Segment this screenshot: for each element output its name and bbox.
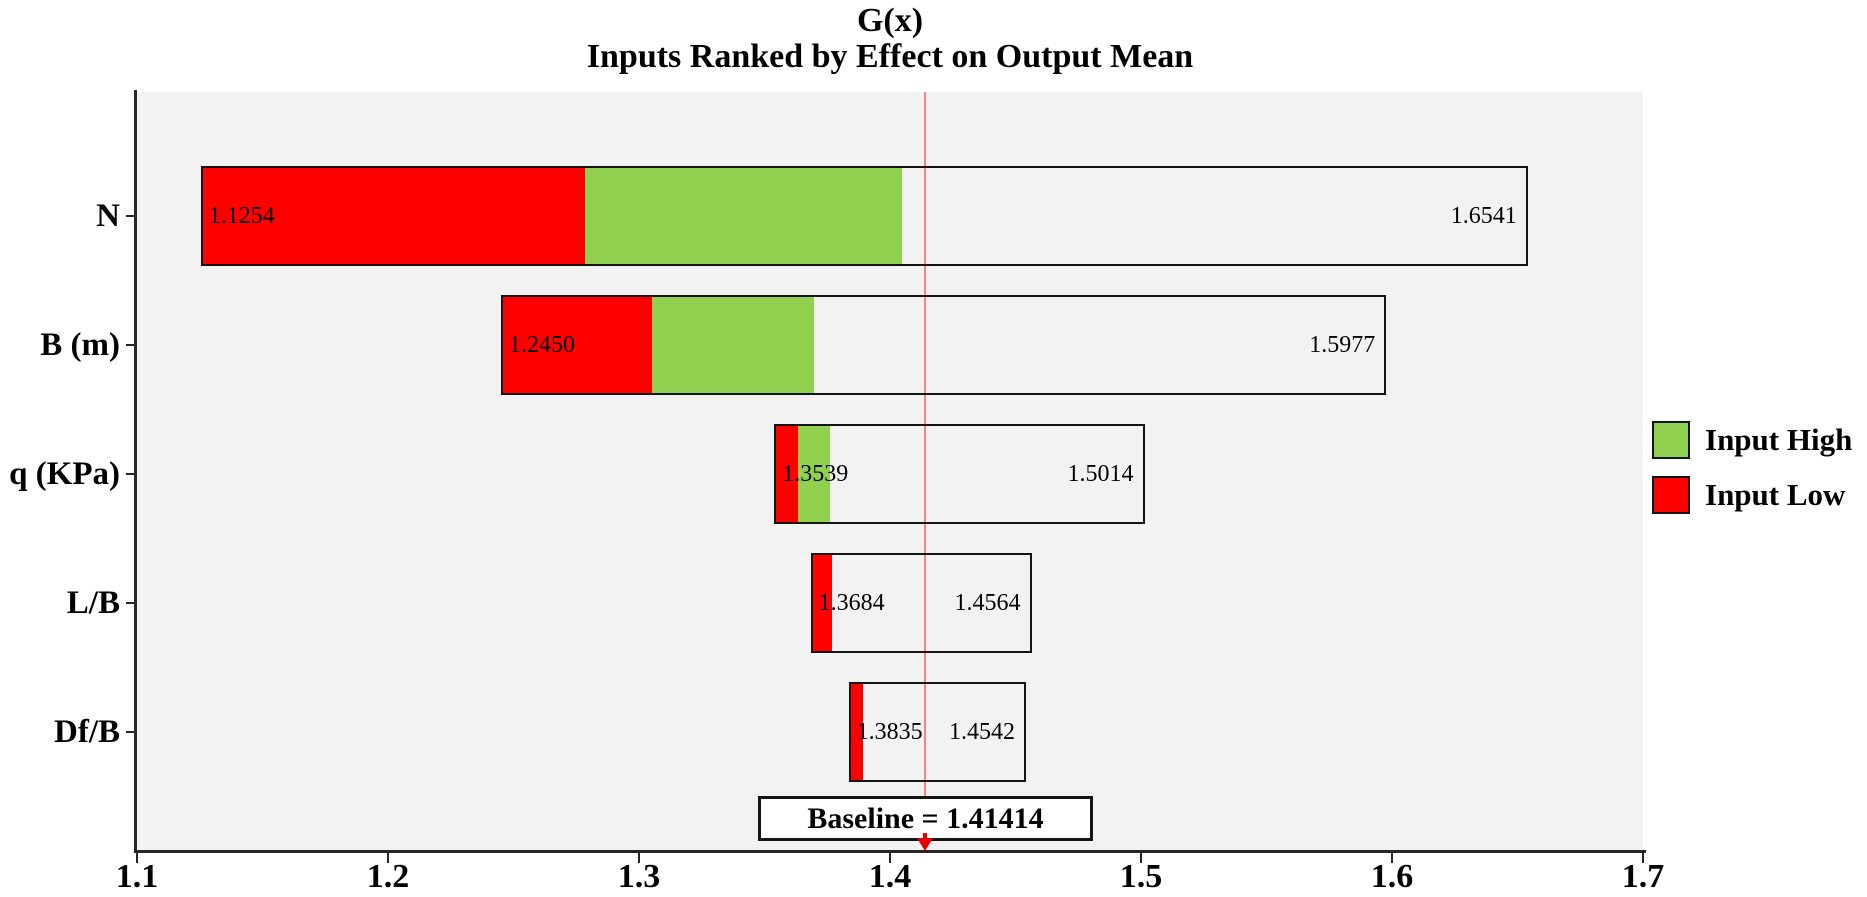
x-axis-tick-label: 1.7 xyxy=(1621,858,1665,895)
y-axis-tick xyxy=(126,215,135,217)
chart-subtitle: Inputs Ranked by Effect on Output Mean xyxy=(586,38,1194,75)
bar-high-value: 1.4542 xyxy=(949,718,1016,745)
y-axis-label-n: N xyxy=(96,198,120,234)
bar-segment-input-high xyxy=(798,426,831,522)
bar-row-q-kpa-: 1.3539 1.5014 xyxy=(774,424,1145,524)
bar-low-value: 1.2450 xyxy=(508,331,575,358)
x-axis-tick-label: 1.1 xyxy=(115,858,159,895)
baseline-marker-stem xyxy=(923,833,928,842)
bar-low-value: 1.3835 xyxy=(856,718,923,745)
y-axis-label-q-kpa-: q (KPa) xyxy=(9,456,120,492)
baseline-marker-icon xyxy=(917,838,934,851)
bar-row-df-b: 1.3835 1.4542 xyxy=(848,682,1027,782)
bar-segment-input-low xyxy=(812,555,832,651)
bar-segment-input-low xyxy=(850,684,863,780)
x-axis-tick-label: 1.6 xyxy=(1370,858,1414,895)
y-axis-label-b-m-: B (m) xyxy=(40,327,120,363)
x-axis-tick-label: 1.5 xyxy=(1119,858,1163,895)
y-axis-label-df-b: Df/B xyxy=(54,714,120,750)
y-axis-tick xyxy=(126,731,135,733)
bar-segment-input-low xyxy=(776,426,799,522)
x-axis-tick xyxy=(1140,853,1142,863)
x-axis-tick-label: 1.4 xyxy=(868,858,912,895)
bar-low-value: 1.3684 xyxy=(818,589,885,616)
y-axis-spine xyxy=(134,90,137,853)
y-axis-tick xyxy=(126,344,135,346)
x-axis-tick xyxy=(889,853,891,863)
y-axis-tick xyxy=(126,602,135,604)
legend-swatch-input-high xyxy=(1652,421,1690,459)
bar-high-value: 1.6541 xyxy=(1450,202,1517,229)
bar-segment-input-low xyxy=(202,168,585,264)
x-axis-tick-label: 1.2 xyxy=(366,858,410,895)
bar-row-n: 1.1254 1.6541 xyxy=(200,166,1528,266)
chart-title: G(x) xyxy=(856,2,924,39)
legend-label-input-high: Input High xyxy=(1705,422,1853,457)
x-axis-tick xyxy=(1642,853,1644,863)
bar-low-value: 1.1254 xyxy=(208,202,275,229)
baseline-line xyxy=(924,92,927,850)
bar-segment-input-high xyxy=(651,297,814,393)
bar-high-value: 1.5014 xyxy=(1067,460,1134,487)
bar-row-b-m-: 1.2450 1.5977 xyxy=(500,295,1387,395)
legend-item-input-high: Input High xyxy=(1652,421,1852,459)
x-axis-spine xyxy=(134,850,1646,853)
bar-segment-input-high xyxy=(584,168,903,264)
legend-label-input-low: Input Low xyxy=(1705,477,1846,512)
baseline-label: Baseline = 1.41414 xyxy=(807,801,1044,835)
x-axis-tick xyxy=(136,853,138,863)
legend-swatch-input-low xyxy=(1652,476,1690,514)
bar-segment-input-low xyxy=(502,297,652,393)
y-axis-label-l-b: L/B xyxy=(66,585,120,621)
legend: Input High Input Low xyxy=(1652,421,1852,531)
x-axis-tick xyxy=(387,853,389,863)
x-axis-tick xyxy=(1391,853,1393,863)
y-axis-tick xyxy=(126,473,135,475)
bar-low-value: 1.3539 xyxy=(782,460,849,487)
bar-high-value: 1.4564 xyxy=(954,589,1021,616)
x-axis-tick xyxy=(638,853,640,863)
bar-row-l-b: 1.3684 1.4564 xyxy=(810,553,1032,653)
legend-item-input-low: Input Low xyxy=(1652,476,1852,514)
bar-high-value: 1.5977 xyxy=(1309,331,1376,358)
x-axis-tick-label: 1.3 xyxy=(617,858,661,895)
